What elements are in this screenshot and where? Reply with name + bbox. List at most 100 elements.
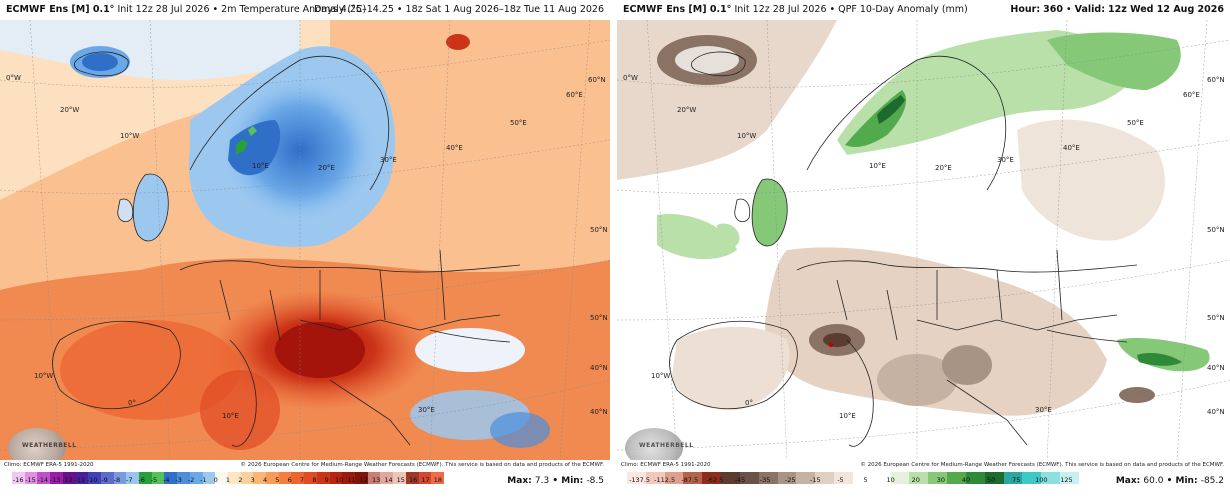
- max-min-readout: Max: 60.0 • Min: -85.2: [1115, 476, 1224, 486]
- colorbar-tick-label: 0: [213, 476, 218, 484]
- colorbar-tick-label: -13: [49, 476, 61, 484]
- colorbar-swatch: [664, 472, 684, 484]
- colorbar-swatch: [431, 472, 444, 484]
- colorbar-swatch: [329, 472, 343, 484]
- colorbar-tick-label: 5: [275, 476, 280, 484]
- colorbar-tick-label: 100: [1035, 476, 1048, 484]
- colorbar-swatch: [965, 472, 985, 484]
- colorbar-tick-label: -16: [12, 476, 24, 484]
- colorbar-swatch: [758, 472, 778, 484]
- colorbar-swatch: [62, 472, 76, 484]
- panel-header: ECMWF Ens [M] 0.1° Init 12z 28 Jul 2026 …: [617, 0, 1230, 20]
- map-label: 20°W: [60, 106, 79, 114]
- colorbar-tick-label: 17: [421, 476, 430, 484]
- map-label: 10°E: [252, 162, 269, 170]
- weatherbell-logo: WEATHERBELL: [8, 428, 76, 460]
- colorbar-tick-label: -2: [187, 476, 195, 484]
- colorbar-swatch: [240, 472, 254, 484]
- colorbar-swatch: [405, 472, 419, 484]
- colorbar-tick-label: 8: [312, 476, 317, 484]
- colorbar-swatch: [834, 472, 853, 484]
- colorbar-swatch: [380, 472, 394, 484]
- map-label: 0°: [128, 399, 136, 407]
- max-min-readout: Max: 7.3 • Min: -8.5: [507, 476, 604, 486]
- colorbar-swatch: [215, 472, 228, 484]
- map-label: 50°E: [1127, 119, 1144, 127]
- panel-header: ECMWF Ens [M] 0.1° Init 12z 28 Jul 2026 …: [0, 0, 610, 20]
- colorbar-tick-label: -7: [126, 476, 133, 484]
- precipitation-anomaly-map[interactable]: 0°W 20°W 10°W 10°E 20°E 30°E 40°E 50°E 6…: [617, 20, 1230, 460]
- colorbar-tick-label: 16: [409, 476, 418, 484]
- colorbar-swatch: [75, 472, 89, 484]
- map-label: 30°E: [1035, 406, 1052, 414]
- colorbar-swatch: [984, 472, 1004, 484]
- colorbar-swatch: [1022, 472, 1042, 484]
- colorbar-swatch: [721, 472, 740, 484]
- colorbar-swatch: [37, 472, 51, 484]
- min-value: -8.5: [586, 476, 604, 486]
- map-label: 20°W: [677, 106, 696, 114]
- colorbar-tick-label: 5: [863, 476, 868, 484]
- climo-note: Climo: ECMWF ERA-5 1991-2020: [4, 462, 94, 468]
- colorbar-tick-label: 9: [324, 476, 329, 484]
- colorbar-tick-label: -112.5: [654, 476, 676, 484]
- colorbar-tick-label: 75: [1012, 476, 1021, 484]
- map-label: 40°N: [1207, 408, 1225, 416]
- model-name: ECMWF Ens [M] 0.1°: [6, 4, 115, 15]
- map-label: 0°: [745, 399, 753, 407]
- colorbar-tick-label: 10: [886, 476, 895, 484]
- precipitation-colorbar: [627, 472, 1079, 484]
- map-label: 40°N: [590, 364, 608, 372]
- colorbar-tick-label: -10: [86, 476, 98, 484]
- panel-footer: Climo: ECMWF ERA-5 1991-2020 © 2026 Euro…: [0, 460, 610, 470]
- colorbar-swatch: [342, 472, 355, 484]
- colorbar-tick-label: 30: [936, 476, 946, 484]
- colorbar-swatch: [278, 472, 292, 484]
- colorbar-tick-label: 50: [986, 476, 996, 484]
- header-description: Init 12z 28 Jul 2026 • QPF 10-Day Anomal…: [731, 4, 968, 15]
- colorbar-swatch: [418, 472, 432, 484]
- colorbar-tick-label: -4: [163, 476, 170, 484]
- colorbar-swatch: [164, 472, 178, 484]
- colorbar-swatch: [683, 472, 703, 484]
- map-label: 60°N: [588, 76, 606, 84]
- colorbar-tick-label: -62.5: [706, 476, 724, 484]
- temperature-colorbar: [12, 472, 444, 484]
- colorbar-swatch: [189, 472, 203, 484]
- copyright-note: © 2026 European Centre for Medium-Range …: [860, 462, 1224, 468]
- colorbar-swatch: [100, 472, 114, 484]
- colorbar-tick-label: -6: [138, 476, 145, 484]
- colorbar-swatch: [777, 472, 797, 484]
- temperature-anomaly-map[interactable]: 0°W 20°W 10°W 10°E 20°E 30°E 40°E 50°E 6…: [0, 20, 610, 460]
- colorbar-swatch: [1003, 472, 1023, 484]
- header-description: Init 12z 28 Jul 2026 • 2m Temperature An…: [114, 4, 367, 15]
- map-label: 0°W: [623, 74, 638, 82]
- colorbar-swatch: [852, 472, 872, 484]
- colorbar-swatch: [151, 472, 165, 484]
- weatherbell-logo: WEATHERBELL: [625, 428, 693, 460]
- copyright-note: © 2026 European Centre for Medium-Range …: [240, 462, 604, 468]
- colorbar-tick-label: -3: [175, 476, 182, 484]
- colorbar-swatch: [291, 472, 305, 484]
- map-label: 50°N: [1207, 314, 1225, 322]
- colorbar-swatch: [50, 472, 63, 484]
- model-name: ECMWF Ens [M] 0.1°: [623, 4, 732, 15]
- map-label: 10°E: [869, 162, 886, 170]
- climo-note: Climo: ECMWF ERA-5 1991-2020: [621, 462, 711, 468]
- colorbar-tick-label: 2: [238, 476, 243, 484]
- map-label: 40°E: [446, 144, 463, 152]
- colorbar-tick-label: -12: [62, 476, 73, 484]
- map-label: 20°E: [935, 164, 952, 172]
- colorbar-tick-label: 6: [287, 476, 292, 484]
- colorbar-tick-label: -137.5: [629, 476, 651, 484]
- colorbar-swatch: [253, 472, 267, 484]
- colorbar-tick-label: 125: [1060, 476, 1073, 484]
- colorbar-tick-label: -35: [759, 476, 771, 484]
- colorbar-tick-label: -15: [25, 476, 36, 484]
- colorbar-tick-label: 15: [396, 476, 405, 484]
- colorbar-swatch: [367, 472, 381, 484]
- colorbar-tick-label: 13: [371, 476, 381, 484]
- colorbar-swatch: [1060, 472, 1079, 484]
- colorbar-tick-label: 10: [334, 476, 344, 484]
- header-valid-range: Days 4.25–14.25 • 18z Sat 1 Aug 2026–18z…: [314, 4, 604, 15]
